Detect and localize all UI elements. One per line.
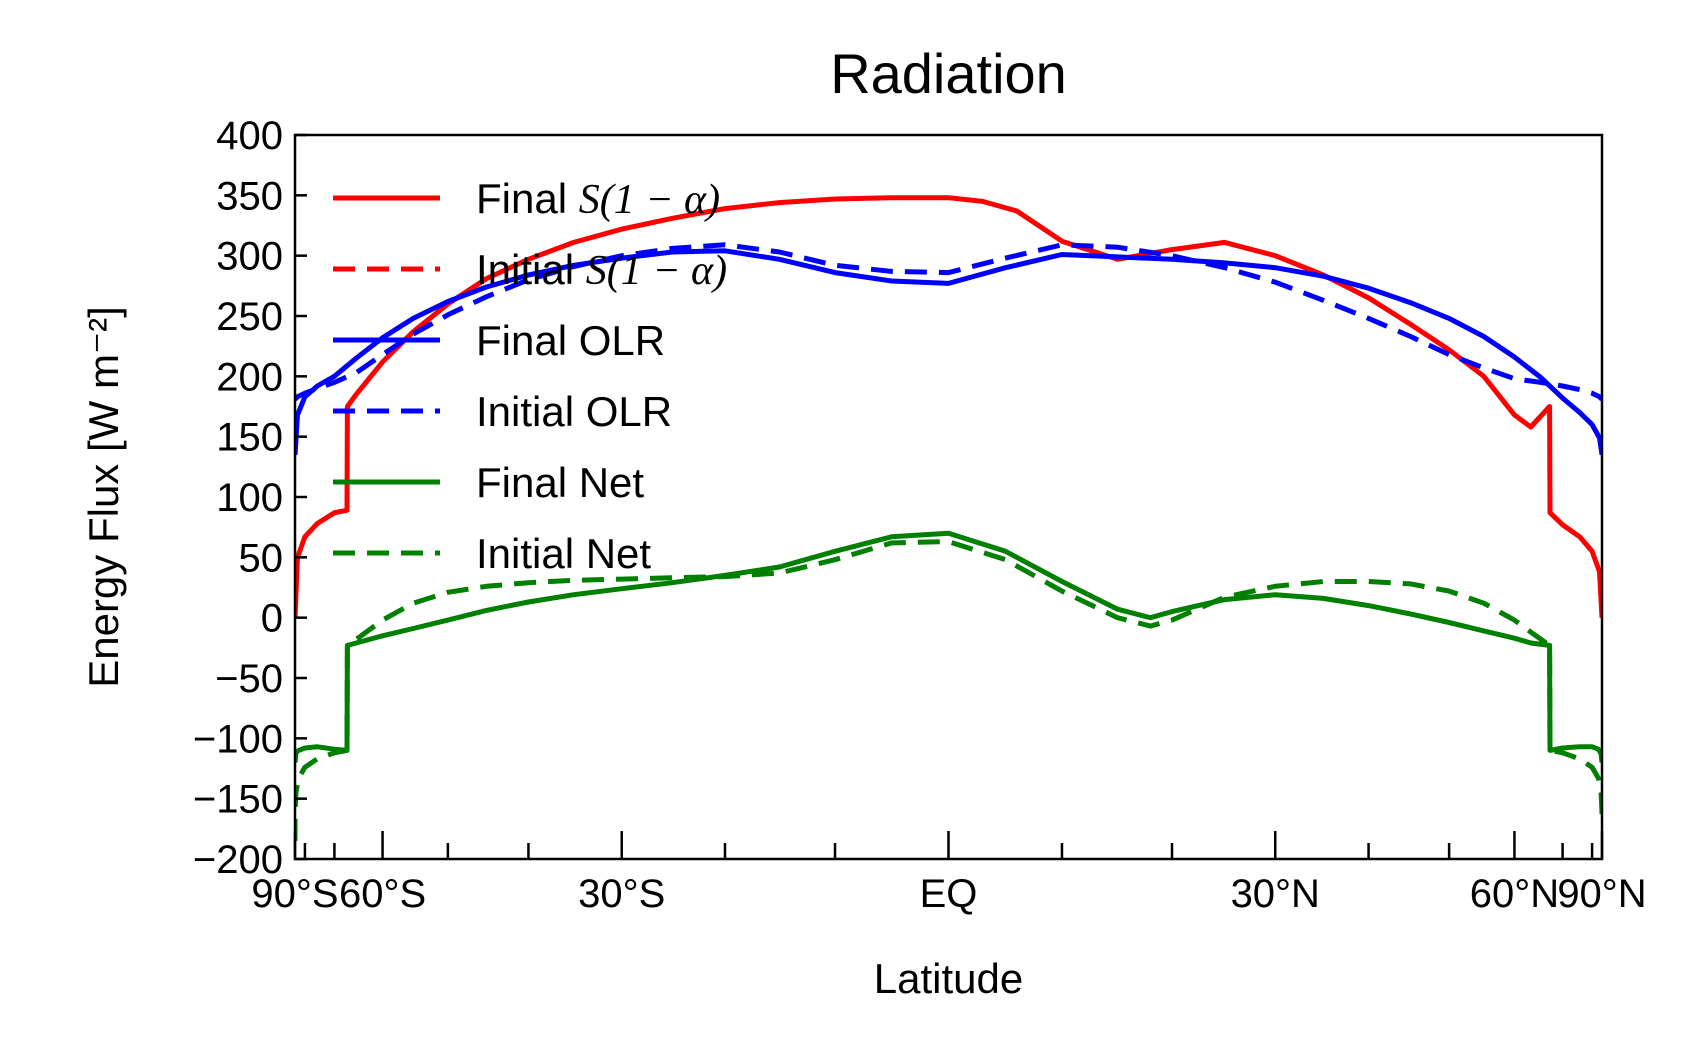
series-line-initial-net xyxy=(295,539,1602,841)
y-tick-label: 0 xyxy=(261,597,283,641)
y-tick-label: 150 xyxy=(216,416,283,460)
y-tick-label: 100 xyxy=(216,476,283,520)
legend-entry-label: Initial Net xyxy=(476,530,651,577)
legend-entry-label: Final S(1 − α) xyxy=(476,175,720,223)
y-tick-label: 200 xyxy=(216,355,283,399)
ticks-layer: 400350300250200150100500−50−100−150−2009… xyxy=(193,114,1647,916)
chart-title: Radiation xyxy=(830,42,1067,105)
x-tick-label: 30°N xyxy=(1231,872,1320,916)
legend-entry-label: Initial S(1 − α) xyxy=(476,246,727,294)
plot-frame xyxy=(293,133,1604,861)
x-tick-label: 30°S xyxy=(578,872,665,916)
legend-entry-math: S(1 − α) xyxy=(586,248,727,294)
x-tick-label: 60°N xyxy=(1470,872,1559,916)
legend-entry-label: Final Net xyxy=(476,459,644,506)
legend-entry-prefix: Initial xyxy=(476,246,586,293)
y-tick-label: −50 xyxy=(215,657,283,701)
y-tick-label: −100 xyxy=(193,717,283,761)
legend-entry-math: S(1 − α) xyxy=(579,177,720,223)
legend-entry-label: Final OLR xyxy=(476,317,665,364)
legend: Final S(1 − α)Initial S(1 − α)Final OLRI… xyxy=(333,175,727,577)
y-tick-label: 50 xyxy=(239,536,284,580)
series-line-final-s-1 xyxy=(295,195,1602,618)
y-tick-label: −150 xyxy=(193,778,283,822)
x-tick-label: EQ xyxy=(920,872,978,916)
x-axis-label: Latitude xyxy=(874,955,1023,1002)
x-tick-label: 90°S xyxy=(251,872,338,916)
x-tick-label: 60°S xyxy=(339,872,426,916)
series-layer xyxy=(295,195,1602,841)
series-line-initial-olr xyxy=(295,242,1602,402)
y-tick-label: 300 xyxy=(216,235,283,279)
y-tick-label: 350 xyxy=(216,174,283,218)
y-tick-label: −200 xyxy=(193,838,283,882)
legend-entry-label: Initial OLR xyxy=(476,388,672,435)
y-axis-label: Energy Flux [W m⁻²] xyxy=(80,306,127,688)
y-tick-label: 250 xyxy=(216,295,283,339)
series-line-final-net xyxy=(295,530,1602,763)
y-tick-label: 400 xyxy=(216,114,283,158)
x-tick-label: 90°N xyxy=(1557,872,1646,916)
legend-entry-prefix: Final xyxy=(476,175,579,222)
